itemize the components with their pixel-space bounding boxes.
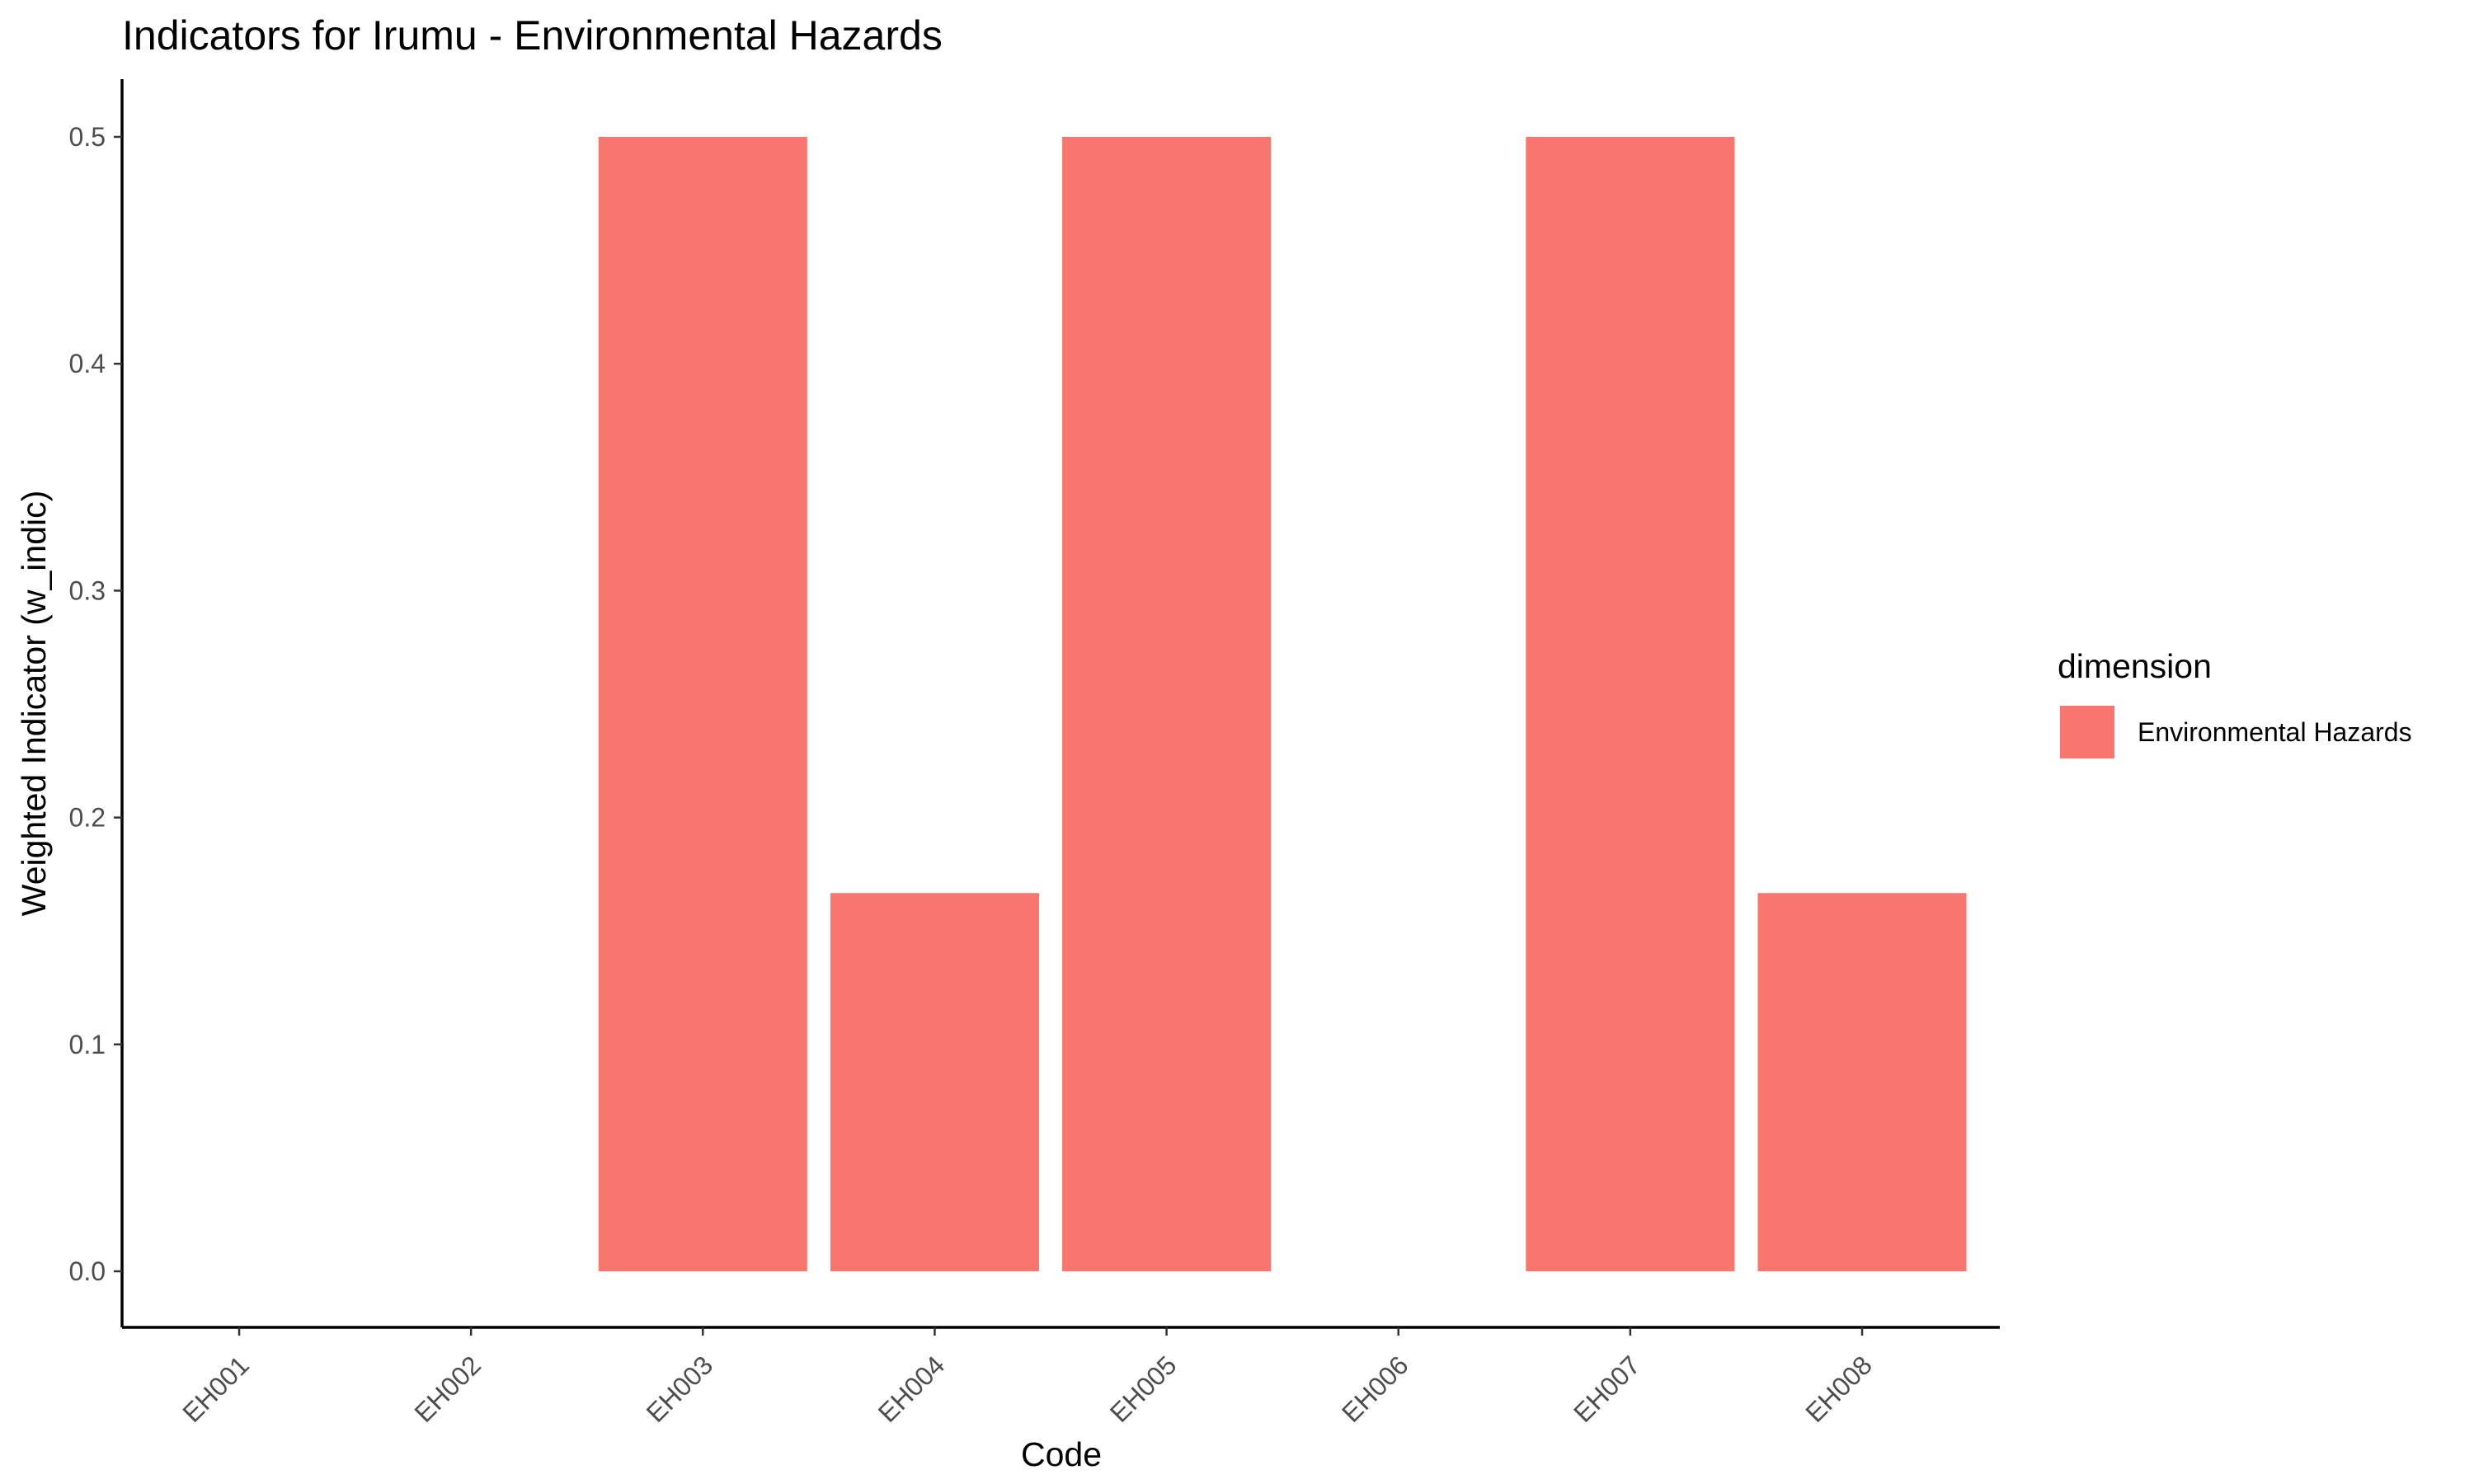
- plot-area: [598, 137, 1967, 1271]
- y-tick-label: 0.2: [69, 803, 106, 833]
- legend-title: dimension: [2058, 647, 2212, 685]
- x-tick-label: EH004: [872, 1350, 951, 1428]
- legend-key-environmental-hazards: [2060, 706, 2114, 758]
- x-tick-label: EH001: [176, 1350, 255, 1428]
- y-axis-ticks: 0.0 0.1 0.2 0.3 0.4 0.5: [69, 122, 122, 1286]
- x-tick-label: EH006: [1336, 1350, 1414, 1428]
- legend: dimension Environmental Hazards: [2058, 647, 2412, 758]
- bar-eh004: [830, 893, 1039, 1271]
- x-tick-label: EH003: [641, 1350, 719, 1428]
- x-tick-label: EH005: [1104, 1350, 1183, 1428]
- bar-eh003: [598, 137, 807, 1271]
- y-tick-label: 0.5: [69, 122, 106, 152]
- bar-eh007: [1526, 137, 1735, 1271]
- x-tick-label: EH002: [408, 1350, 487, 1428]
- legend-label-environmental-hazards: Environmental Hazards: [2138, 717, 2412, 747]
- bar-eh005: [1062, 137, 1272, 1271]
- y-tick-label: 0.1: [69, 1030, 106, 1059]
- bar-eh008: [1757, 893, 1967, 1271]
- x-tick-label: EH007: [1568, 1350, 1646, 1428]
- x-axis-ticks: EH001 EH002 EH003 EH004 EH005 EH006 EH007 EH008: [176, 1327, 1878, 1428]
- y-tick-label: 0.0: [69, 1256, 106, 1286]
- y-tick-label: 0.4: [69, 349, 106, 378]
- y-axis-title: Weighted Indicator (w_indic): [15, 491, 53, 917]
- x-axis-title: Code: [1021, 1435, 1102, 1473]
- x-tick-label: EH008: [1799, 1350, 1878, 1428]
- chart-title: Indicators for Irumu - Environmental Haz…: [122, 12, 943, 59]
- y-tick-label: 0.3: [69, 575, 106, 605]
